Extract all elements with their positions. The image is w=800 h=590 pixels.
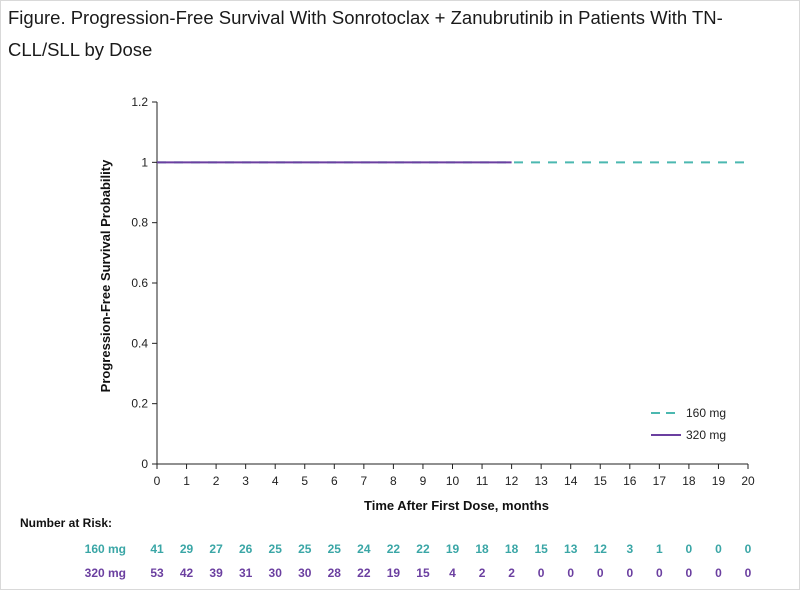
risk-value: 13 bbox=[564, 542, 578, 556]
risk-value: 25 bbox=[328, 542, 342, 556]
x-tick-label: 5 bbox=[301, 474, 308, 488]
risk-row-label: 320 mg bbox=[85, 566, 126, 580]
x-tick-label: 19 bbox=[712, 474, 726, 488]
x-tick-label: 18 bbox=[682, 474, 696, 488]
x-tick-label: 10 bbox=[446, 474, 460, 488]
risk-value: 15 bbox=[416, 566, 430, 580]
risk-value: 0 bbox=[538, 566, 545, 580]
x-tick-label: 9 bbox=[420, 474, 427, 488]
x-tick-label: 6 bbox=[331, 474, 338, 488]
risk-value: 18 bbox=[505, 542, 519, 556]
risk-value: 1 bbox=[656, 542, 663, 556]
risk-value: 19 bbox=[446, 542, 460, 556]
risk-value: 26 bbox=[239, 542, 253, 556]
y-axis-title: Progression-Free Survival Probability bbox=[98, 159, 113, 392]
risk-value: 29 bbox=[180, 542, 194, 556]
risk-value: 0 bbox=[715, 542, 722, 556]
risk-value: 27 bbox=[209, 542, 223, 556]
risk-value: 19 bbox=[387, 566, 401, 580]
x-tick-label: 1 bbox=[183, 474, 190, 488]
x-tick-label: 0 bbox=[154, 474, 161, 488]
risk-value: 0 bbox=[745, 566, 752, 580]
risk-value: 31 bbox=[239, 566, 253, 580]
x-tick-label: 3 bbox=[242, 474, 249, 488]
risk-value: 22 bbox=[357, 566, 371, 580]
risk-value: 30 bbox=[269, 566, 283, 580]
figure-title: Figure. Progression-Free Survival With S… bbox=[8, 7, 723, 60]
y-tick-label: 0 bbox=[141, 457, 148, 471]
risk-value: 28 bbox=[328, 566, 342, 580]
risk-value: 0 bbox=[686, 542, 693, 556]
risk-value: 0 bbox=[686, 566, 693, 580]
x-axis-title: Time After First Dose, months bbox=[364, 498, 549, 513]
x-tick-label: 17 bbox=[653, 474, 667, 488]
risk-value: 0 bbox=[745, 542, 752, 556]
x-tick-label: 11 bbox=[476, 474, 489, 488]
risk-value: 39 bbox=[209, 566, 223, 580]
risk-value: 0 bbox=[626, 566, 633, 580]
x-tick-label: 13 bbox=[534, 474, 548, 488]
y-tick-label: 1 bbox=[141, 155, 148, 169]
risk-value: 18 bbox=[475, 542, 489, 556]
risk-value: 0 bbox=[597, 566, 604, 580]
risk-value: 22 bbox=[387, 542, 401, 556]
risk-value: 22 bbox=[416, 542, 430, 556]
risk-value: 2 bbox=[508, 566, 515, 580]
risk-value: 4 bbox=[449, 566, 456, 580]
risk-value: 30 bbox=[298, 566, 312, 580]
risk-value: 0 bbox=[567, 566, 574, 580]
risk-value: 0 bbox=[656, 566, 663, 580]
x-tick-label: 12 bbox=[505, 474, 519, 488]
risk-row-label: 160 mg bbox=[85, 542, 126, 556]
x-tick-label: 20 bbox=[741, 474, 755, 488]
x-tick-label: 7 bbox=[361, 474, 368, 488]
y-tick-label: 1.2 bbox=[131, 95, 148, 109]
risk-value: 42 bbox=[180, 566, 194, 580]
y-tick-label: 0.4 bbox=[131, 336, 148, 350]
y-tick-label: 0.2 bbox=[131, 397, 148, 411]
x-tick-label: 2 bbox=[213, 474, 220, 488]
y-tick-label: 0.8 bbox=[131, 216, 148, 230]
x-tick-label: 8 bbox=[390, 474, 397, 488]
risk-value: 2 bbox=[479, 566, 486, 580]
risk-value: 24 bbox=[357, 542, 371, 556]
risk-value: 53 bbox=[150, 566, 164, 580]
risk-table-header: Number at Risk: bbox=[20, 516, 112, 530]
risk-value: 15 bbox=[534, 542, 548, 556]
risk-value: 3 bbox=[626, 542, 633, 556]
risk-value: 25 bbox=[298, 542, 312, 556]
risk-value: 41 bbox=[150, 542, 164, 556]
x-tick-label: 14 bbox=[564, 474, 578, 488]
risk-value: 0 bbox=[715, 566, 722, 580]
x-tick-label: 16 bbox=[623, 474, 637, 488]
risk-value: 12 bbox=[594, 542, 608, 556]
y-tick-label: 0.6 bbox=[131, 276, 148, 290]
legend-label: 160 mg bbox=[686, 406, 726, 420]
risk-value: 25 bbox=[269, 542, 283, 556]
x-tick-label: 4 bbox=[272, 474, 279, 488]
x-tick-label: 15 bbox=[594, 474, 608, 488]
legend-label: 320 mg bbox=[686, 428, 726, 442]
